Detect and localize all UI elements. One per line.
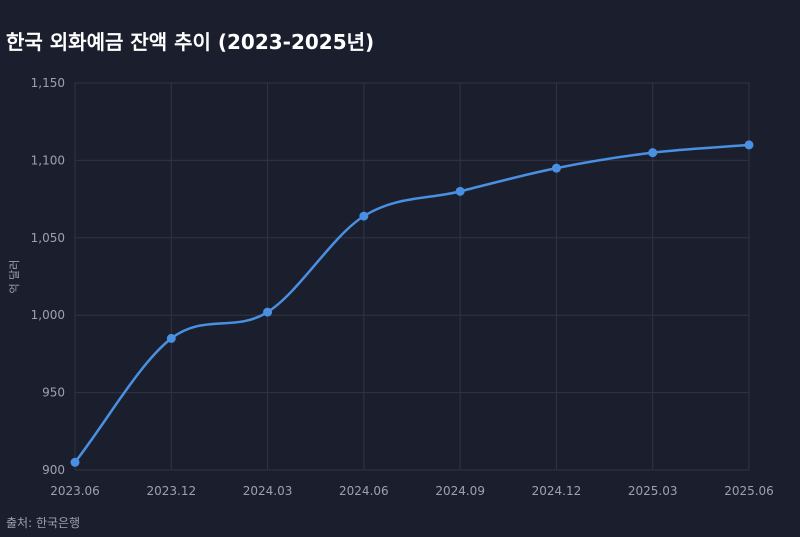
x-tick-label: 2024.03: [243, 484, 293, 498]
data-points: [70, 140, 754, 467]
y-tick-label: 950: [42, 386, 65, 400]
data-point: [166, 333, 176, 343]
y-tick-label: 1,000: [31, 308, 65, 322]
x-tick-label: 2024.12: [532, 484, 582, 498]
x-tick-label: 2024.09: [435, 484, 485, 498]
data-point: [551, 163, 561, 173]
data-point: [263, 307, 273, 317]
data-point: [455, 186, 465, 196]
source-note: 출처: 한국은행: [6, 516, 81, 530]
data-point: [359, 211, 369, 221]
series-line: [74, 143, 750, 464]
data-point: [70, 457, 80, 467]
data-point: [648, 148, 658, 158]
y-tick-label: 1,050: [31, 231, 65, 245]
x-tick-label: 2023.06: [50, 484, 100, 498]
y-axis-ticks: 900 950 1,000 1,050 1,100 1,150: [31, 76, 65, 477]
x-tick-label: 2025.03: [628, 484, 678, 498]
data-point: [744, 140, 754, 150]
grid-lines: [74, 82, 750, 471]
x-axis-ticks: 2023.06 2023.12 2024.03 2024.06 2024.09 2024.…: [50, 484, 774, 498]
y-tick-label: 1,150: [31, 76, 65, 90]
y-axis-label: 억 달러: [8, 260, 21, 294]
x-tick-label: 2025.06: [724, 484, 774, 498]
y-tick-label: 900: [42, 463, 65, 477]
x-tick-label: 2023.12: [146, 484, 196, 498]
chart-title: 한국 외화예금 잔액 추이 (2023-2025년): [6, 30, 375, 54]
x-tick-label: 2024.06: [339, 484, 389, 498]
y-tick-label: 1,100: [31, 153, 65, 167]
